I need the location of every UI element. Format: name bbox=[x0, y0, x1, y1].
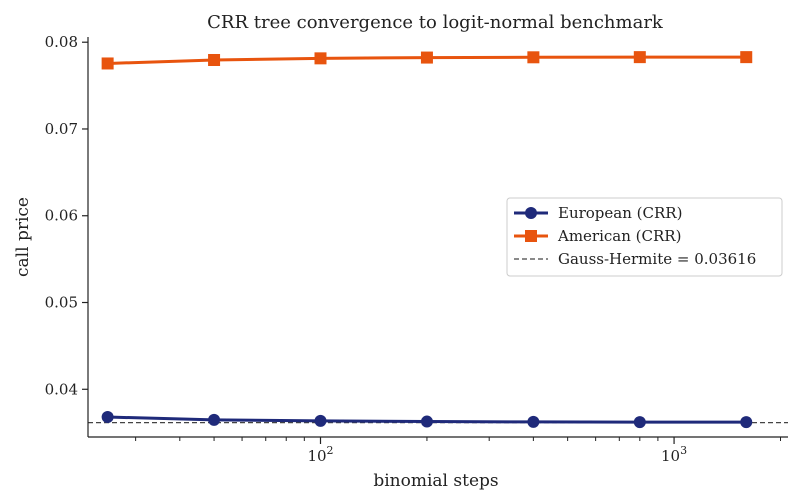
x-tick-base: 10 bbox=[307, 447, 326, 465]
data-point bbox=[101, 411, 114, 424]
x-tick-exponent: 3 bbox=[680, 444, 687, 457]
legend-marker-american bbox=[525, 230, 537, 242]
legend-box bbox=[506, 197, 783, 277]
chart-title: CRR tree convergence to logit-normal ben… bbox=[207, 12, 664, 33]
y-axis-label: call price bbox=[13, 197, 33, 277]
data-point bbox=[208, 53, 221, 66]
x-tick-label: 102 bbox=[307, 444, 333, 465]
legend-label-american: American (CRR) bbox=[557, 227, 681, 245]
data-point bbox=[633, 51, 646, 64]
x-tick-label: 103 bbox=[661, 444, 687, 465]
x-tick-base: 10 bbox=[661, 447, 680, 465]
data-point bbox=[314, 52, 327, 65]
y-ticks: 0.04 0.05 0.06 0.07 0.08 bbox=[45, 33, 88, 398]
x-ticks: 102 103 bbox=[135, 437, 782, 465]
y-tick-label: 0.07 bbox=[45, 120, 78, 138]
plot-area bbox=[88, 51, 788, 429]
legend-label-reference: Gauss-Hermite = 0.03616 bbox=[558, 250, 756, 268]
data-point bbox=[633, 416, 646, 429]
data-point bbox=[420, 51, 433, 64]
y-tick-label: 0.05 bbox=[45, 294, 78, 312]
legend-label-european: European (CRR) bbox=[558, 204, 682, 222]
data-point bbox=[314, 414, 327, 427]
data-point bbox=[101, 57, 114, 70]
y-tick-label: 0.06 bbox=[45, 207, 78, 225]
y-tick-label: 0.04 bbox=[45, 380, 78, 398]
data-point bbox=[740, 416, 753, 429]
data-point bbox=[420, 415, 433, 428]
data-point bbox=[208, 413, 221, 426]
legend-marker-european bbox=[525, 207, 537, 219]
y-tick-label: 0.08 bbox=[45, 33, 78, 51]
x-tick-exponent: 2 bbox=[327, 444, 334, 457]
data-point bbox=[740, 51, 753, 64]
x-axis-label: binomial steps bbox=[373, 471, 498, 491]
data-point bbox=[527, 415, 540, 428]
data-point bbox=[527, 51, 540, 64]
legend: European (CRR) American (CRR) Gauss-Herm… bbox=[506, 197, 783, 277]
